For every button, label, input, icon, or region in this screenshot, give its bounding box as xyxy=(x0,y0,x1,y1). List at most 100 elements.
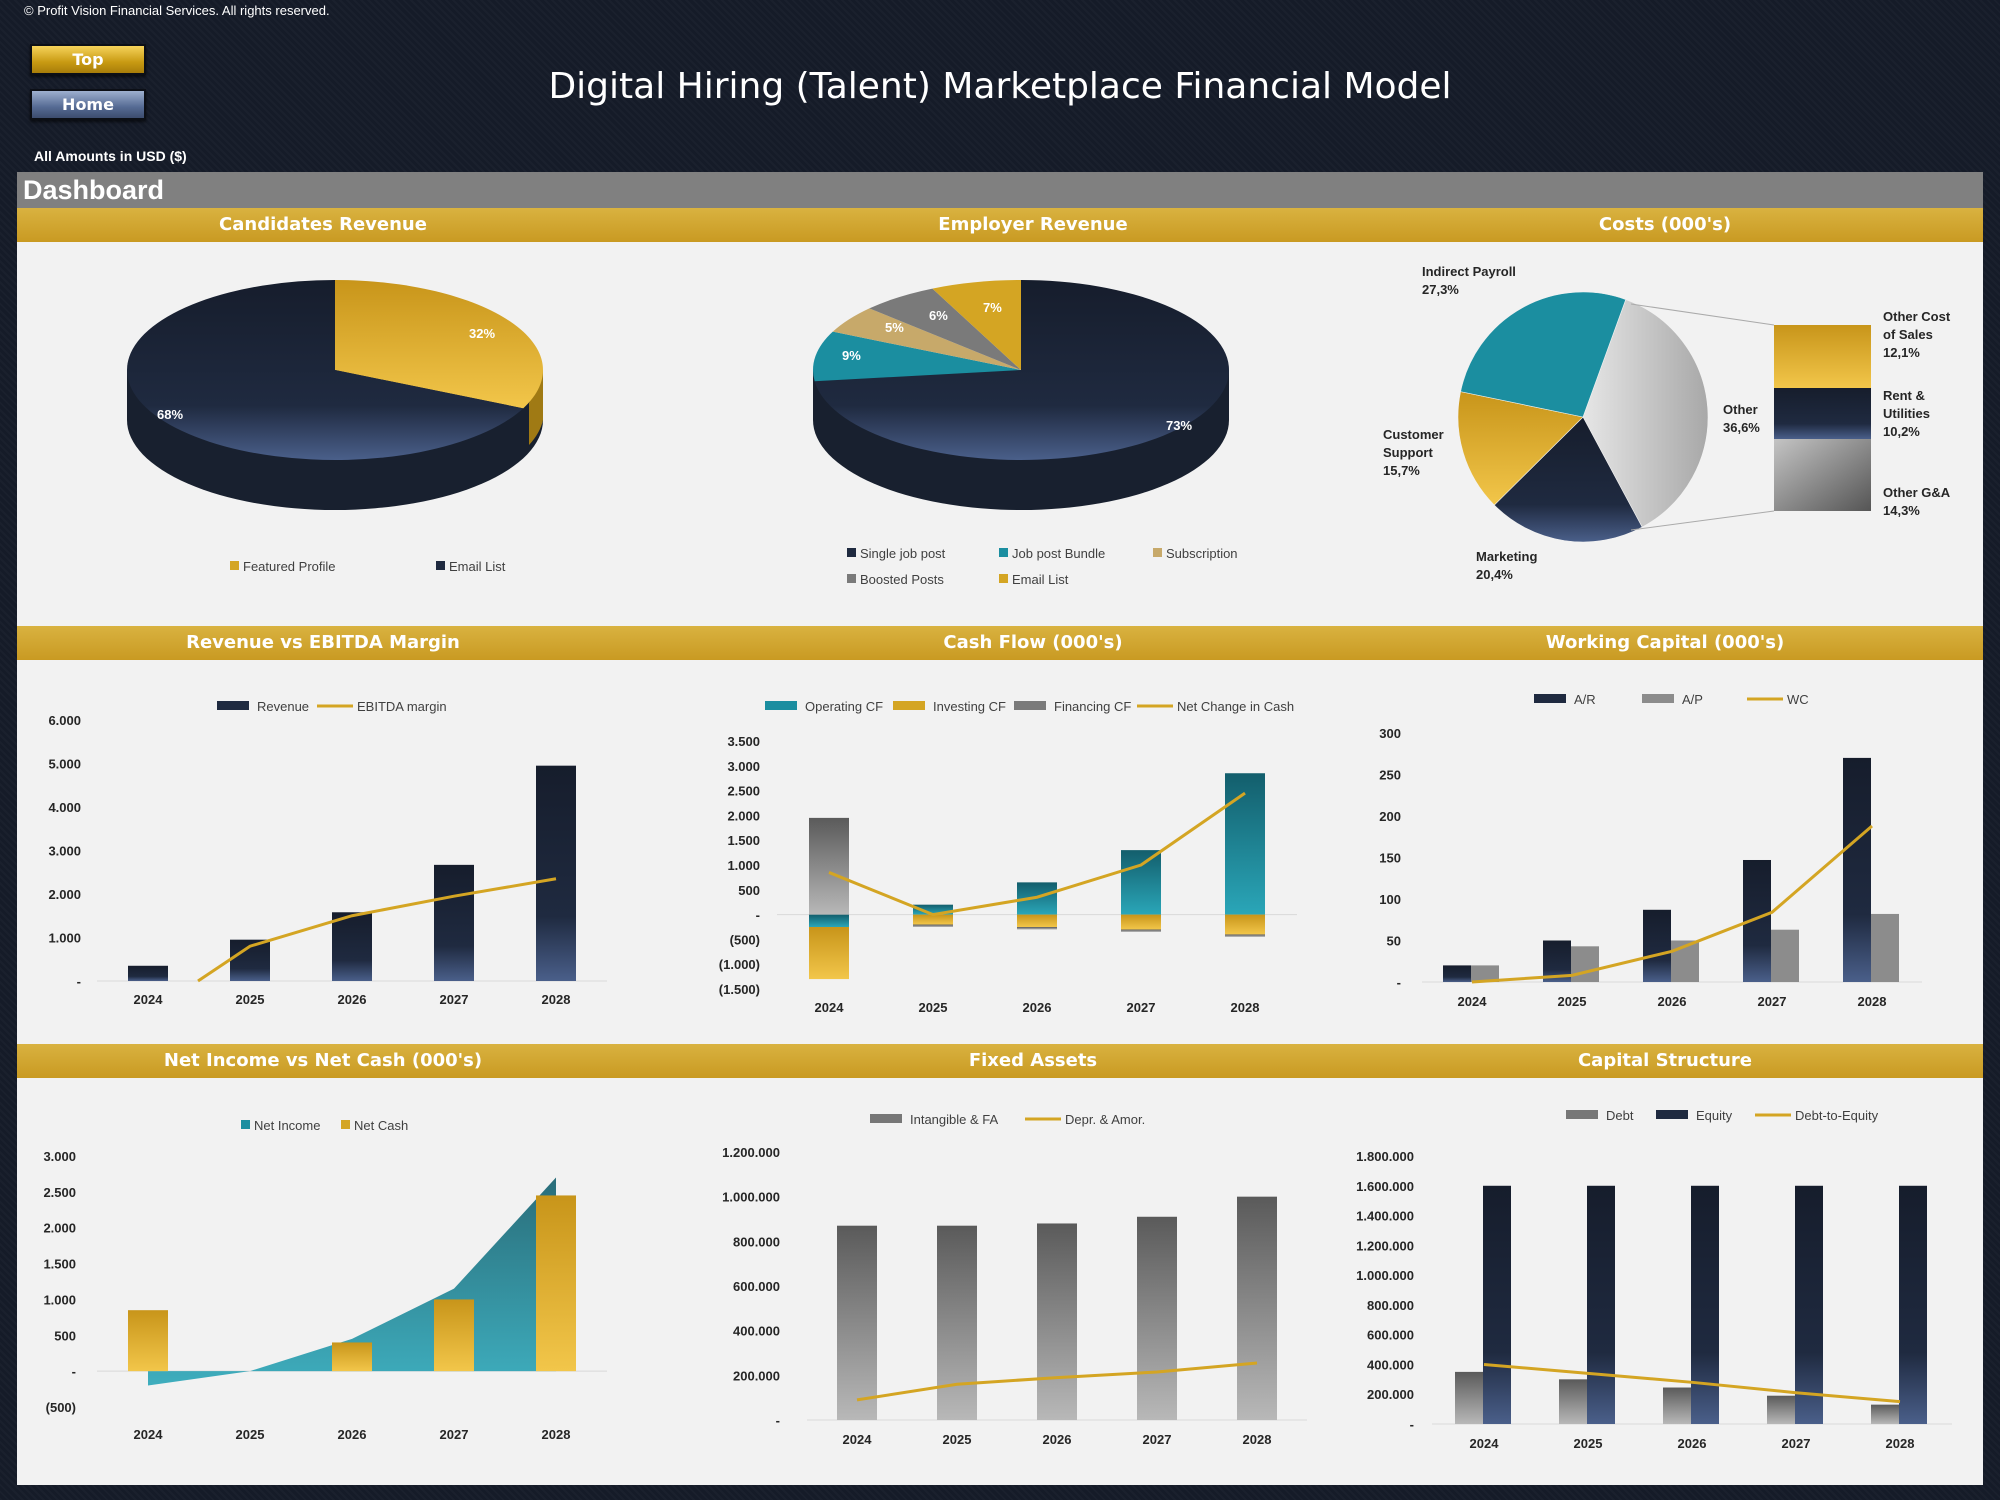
cs-bar-equity xyxy=(1483,1185,1511,1424)
top-button[interactable]: Top xyxy=(30,44,146,75)
wc-ytick: 250 xyxy=(1379,768,1401,783)
ni-ytick: (500) xyxy=(46,1400,76,1415)
wc-ytick: 150 xyxy=(1379,851,1401,866)
rev-bar xyxy=(332,912,372,981)
cf-bar xyxy=(1225,934,1265,937)
costs-label-ocs: Other Cost xyxy=(1883,309,1951,324)
ni-ytick: 1.000 xyxy=(43,1292,76,1307)
cs-de-line xyxy=(1483,1362,1901,1404)
candidates-pie-slice xyxy=(127,280,524,460)
ni-bar-net-cash xyxy=(536,1195,576,1372)
ni-ytick: - xyxy=(72,1364,76,1379)
rev-bar xyxy=(434,864,474,981)
cf-bar xyxy=(809,914,849,927)
costs-connector xyxy=(1630,303,1775,326)
rev-ytick: 1.000 xyxy=(48,931,81,946)
wc-ytick: 200 xyxy=(1379,809,1401,824)
cf-bar xyxy=(1017,914,1057,927)
costs-pie-slice xyxy=(1493,416,1643,543)
cs-xtick: 2027 xyxy=(1782,1436,1811,1451)
cf-legend-operating-swatch xyxy=(765,701,797,710)
panel-title-employer: Employer Revenue xyxy=(938,214,1128,235)
band-row-1 xyxy=(17,208,1983,242)
charts-canvas: 32% 68% Featured Profile Email List 73% 9% 5% 6… xyxy=(43,264,1952,1451)
dashboard-header: Dashboard xyxy=(17,172,1983,208)
cs-xtick: 2028 xyxy=(1886,1436,1915,1451)
wc-bar-ap xyxy=(1571,946,1599,982)
employer-value-label: 9% xyxy=(842,348,861,363)
candidates-pie-side-gold xyxy=(529,370,543,445)
wc-bar-ar xyxy=(1443,965,1471,982)
employer-legend-boosted-label: Boosted Posts xyxy=(860,572,944,587)
fa-xtick: 2027 xyxy=(1143,1432,1172,1447)
currency-label: All Amounts in USD ($) xyxy=(34,148,187,164)
cf-net-change-line xyxy=(828,791,1246,917)
wc-ytick: 300 xyxy=(1379,726,1401,741)
wc-xtick: 2028 xyxy=(1858,994,1887,1009)
panel-title-rev-ebitda: Revenue vs EBITDA Margin xyxy=(186,632,460,653)
cf-legend-net-label: Net Change in Cash xyxy=(1177,699,1294,714)
wc-legend-ar-swatch xyxy=(1534,694,1566,703)
employer-legend-email-swatch xyxy=(999,574,1008,583)
rev-bar xyxy=(128,965,168,981)
rev-ytick: 2.000 xyxy=(48,887,81,902)
fa-bar xyxy=(1237,1196,1277,1420)
cf-bar xyxy=(809,817,849,915)
panel-title-fixed-assets: Fixed Assets xyxy=(968,1050,1098,1071)
rev-ytick: - xyxy=(77,974,81,989)
cf-legend-financing-swatch xyxy=(1014,701,1046,710)
panel-title-working-capital: Working Capital (000's) xyxy=(1545,632,1785,653)
cs-legend-debt-swatch xyxy=(1566,1110,1598,1119)
cf-bar xyxy=(1121,929,1161,932)
cs-ytick: 1.000.000 xyxy=(1356,1268,1414,1283)
rev-ytick: 3.000 xyxy=(48,844,81,859)
employer-legend-single-label: Single job post xyxy=(860,546,946,561)
ni-bar-net-cash xyxy=(128,1310,168,1372)
home-button[interactable]: Home xyxy=(30,89,146,120)
band-row-3 xyxy=(17,1044,1983,1078)
cf-ytick: 1.500 xyxy=(727,833,760,848)
wc-xtick: 2027 xyxy=(1758,994,1787,1009)
rev-xtick: 2025 xyxy=(236,992,265,1007)
cf-bar xyxy=(1017,927,1057,930)
cf-ytick: 3.500 xyxy=(727,734,760,749)
costs-pie-slice xyxy=(1582,299,1709,528)
fa-xtick: 2028 xyxy=(1243,1432,1272,1447)
cs-legend-de-label: Debt-to-Equity xyxy=(1795,1108,1879,1123)
panel-title-ni-cash: Net Income vs Net Cash (000's) xyxy=(163,1050,483,1071)
candidates-value-label: 32% xyxy=(469,326,495,341)
ni-bar-net-cash xyxy=(434,1299,474,1372)
employer-value-label: 7% xyxy=(983,300,1002,315)
cf-ytick: - xyxy=(756,908,760,923)
cf-legend-financing-label: Financing CF xyxy=(1054,699,1131,714)
ni-bar-net-cash xyxy=(332,1342,372,1372)
wc-bar-ap xyxy=(1471,965,1499,982)
cf-xtick: 2024 xyxy=(815,1000,845,1015)
costs-bar-other-ga xyxy=(1774,439,1871,511)
costs-label-marketing: Marketing xyxy=(1476,549,1537,564)
ni-xtick: 2026 xyxy=(338,1427,367,1442)
fa-xtick: 2025 xyxy=(943,1432,972,1447)
employer-pie-slice xyxy=(932,280,1021,370)
cs-bar-equity xyxy=(1899,1185,1927,1424)
cf-bar xyxy=(1225,914,1265,935)
cf-ytick: 500 xyxy=(738,883,760,898)
fa-ytick: 400.000 xyxy=(733,1324,780,1339)
costs-label-rent: Utilities xyxy=(1883,406,1930,421)
copyright-text: © Profit Vision Financial Services. All … xyxy=(24,3,330,18)
fa-ytick: 1.200.000 xyxy=(722,1145,780,1160)
employer-legend-bundle-label: Job post Bundle xyxy=(1012,546,1105,561)
cf-bar xyxy=(1121,914,1161,930)
rev-legend-ebitda-label: EBITDA margin xyxy=(357,699,447,714)
candidates-legend-email-label: Email List xyxy=(449,559,506,574)
cs-ytick: 200.000 xyxy=(1367,1387,1414,1402)
wc-bar-ap xyxy=(1871,913,1899,982)
rev-legend-revenue-swatch xyxy=(217,701,249,710)
costs-label-support: Customer xyxy=(1383,427,1444,442)
employer-pie-slice xyxy=(869,288,1021,370)
costs-label-ga: Other G&A xyxy=(1883,485,1951,500)
wc-ytick: 50 xyxy=(1387,934,1401,949)
fa-bar xyxy=(937,1225,977,1420)
ni-legend-income-label: Net Income xyxy=(254,1118,320,1133)
rev-xtick: 2028 xyxy=(542,992,571,1007)
